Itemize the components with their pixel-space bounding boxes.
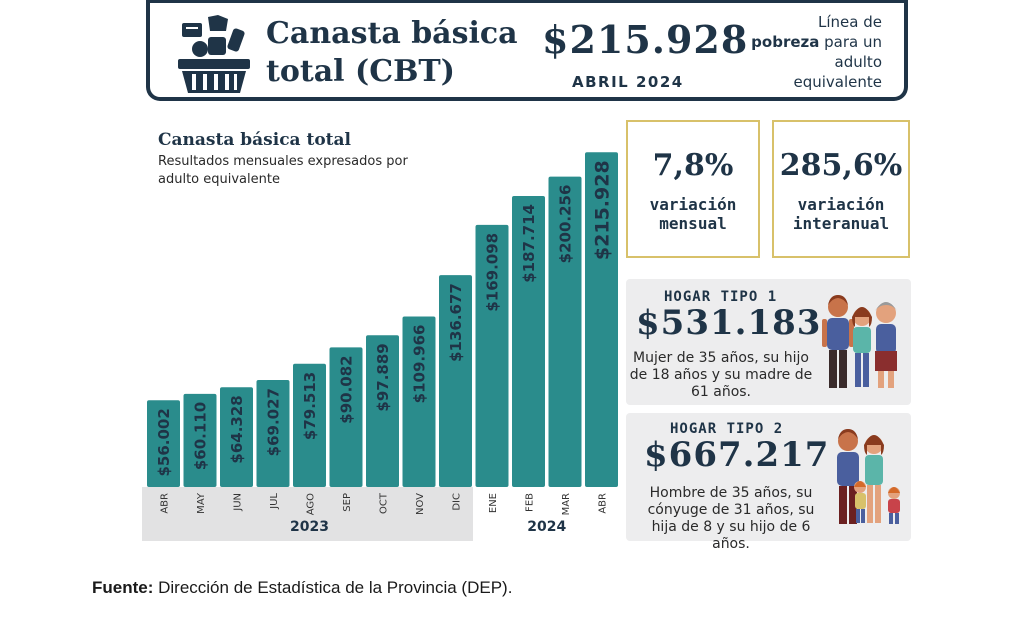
bar-value-label-6: $97.889	[374, 343, 392, 411]
desc-line1: Línea de	[818, 13, 882, 31]
category-label-9: ENE	[488, 493, 499, 513]
bar-9	[475, 224, 509, 487]
hogar2-description: Hombre de 35 años, su cónyuge de 31 años…	[647, 485, 815, 552]
shopping-basket-icon	[178, 15, 250, 93]
bar-value-label-2: $64.328	[228, 395, 246, 463]
header-panel: Canasta básica total (CBT) $215.928 ABRI…	[146, 0, 908, 101]
category-label-0: ABR	[160, 493, 171, 514]
hogar-tipo-1-panel: HOGAR TIPO 1 $531.183 Mujer de 35 años, …	[626, 279, 911, 405]
bar-value-label-8: $136.677	[447, 283, 465, 362]
family-type1-icon	[822, 295, 897, 388]
bar-value-label-0: $56.002	[155, 408, 173, 476]
category-label-10: FEB	[525, 493, 536, 512]
bar-1	[183, 393, 217, 487]
category-label-8: DIC	[452, 493, 463, 511]
card-variacion-interanual: 285,6% variación interanual	[772, 120, 910, 258]
source-note: Fuente: Dirección de Estadística de la P…	[92, 578, 512, 598]
bar-value-label-12: $215.928	[592, 160, 614, 260]
desc-bold: pobreza	[751, 33, 820, 51]
hogar-tipo-2-panel: HOGAR TIPO 2 $667.217 Hombre de 35 años,…	[626, 413, 911, 552]
bar-2	[220, 387, 253, 487]
card-variacion-mensual: 7,8% variación mensual	[626, 120, 760, 258]
bar-10	[512, 196, 545, 487]
header-description: Línea de pobreza para un adulto equivale…	[742, 12, 882, 92]
category-label-12: ABR	[598, 493, 609, 514]
desc-rest: para un adulto equivalente	[793, 33, 882, 91]
category-label-3: JUL	[269, 493, 280, 510]
category-label-11: MAR	[561, 493, 572, 515]
mensual-pct: 7,8%	[652, 148, 734, 183]
category-label-7: NOV	[415, 493, 426, 515]
year-band-2023	[142, 487, 473, 541]
bar-value-label-1: $60.110	[192, 402, 210, 470]
interanual-label: variación interanual	[792, 195, 890, 233]
bar-value-label-11: $200.256	[557, 185, 575, 264]
bar-chart: 2023 2024 $56.002 ABR $60.110 MAY $64.328 JUN $6…	[142, 152, 618, 541]
bar-6	[366, 335, 399, 487]
bar-8	[439, 275, 472, 487]
hogar1-amount: $531.183	[636, 303, 822, 343]
header-amount: $215.928	[542, 17, 749, 62]
header-date: ABRIL 2024	[572, 73, 684, 91]
bar-value-label-5: $90.082	[338, 355, 356, 423]
category-label-5: SEP	[342, 493, 353, 512]
header-title: Canasta básica total (CBT)	[266, 16, 518, 89]
interanual-pct: 285,6%	[779, 148, 903, 183]
bar-0	[147, 400, 180, 487]
bar-value-label-4: $79.513	[301, 372, 319, 440]
bar-7	[402, 316, 436, 487]
bar-value-label-10: $187.714	[520, 204, 538, 283]
category-label-1: MAY	[196, 492, 207, 514]
bar-11	[548, 176, 582, 487]
bar-3	[256, 380, 290, 487]
bar-value-label-3: $69.027	[265, 388, 283, 456]
hogar2-amount: $667.217	[644, 435, 830, 475]
bar-value-label-7: $109.966	[411, 325, 429, 404]
source-label: Fuente:	[92, 578, 154, 597]
chart-title: Canasta básica total	[158, 130, 352, 150]
bar-12	[585, 152, 618, 488]
hogar2-title: HOGAR TIPO 2	[670, 421, 784, 437]
bar-5	[329, 347, 363, 487]
chart-subtitle: Resultados mensuales expresados por adul…	[158, 154, 408, 187]
year-label-2024: 2024	[527, 519, 566, 535]
bar-value-label-9: $169.098	[484, 233, 502, 312]
mensual-label: variación mensual	[649, 195, 737, 233]
category-label-2: JUN	[233, 493, 244, 512]
year-label-2023: 2023	[290, 519, 329, 535]
family-type2-icon	[837, 429, 900, 524]
hogar1-description: Mujer de 35 años, su hijo de 18 años y s…	[629, 350, 813, 400]
source-text: Dirección de Estadística de la Provincia…	[153, 578, 513, 597]
hogar1-title: HOGAR TIPO 1	[664, 289, 778, 305]
category-label-4: AGO	[306, 493, 317, 515]
category-label-6: OCT	[379, 492, 390, 514]
bar-4	[293, 363, 326, 487]
